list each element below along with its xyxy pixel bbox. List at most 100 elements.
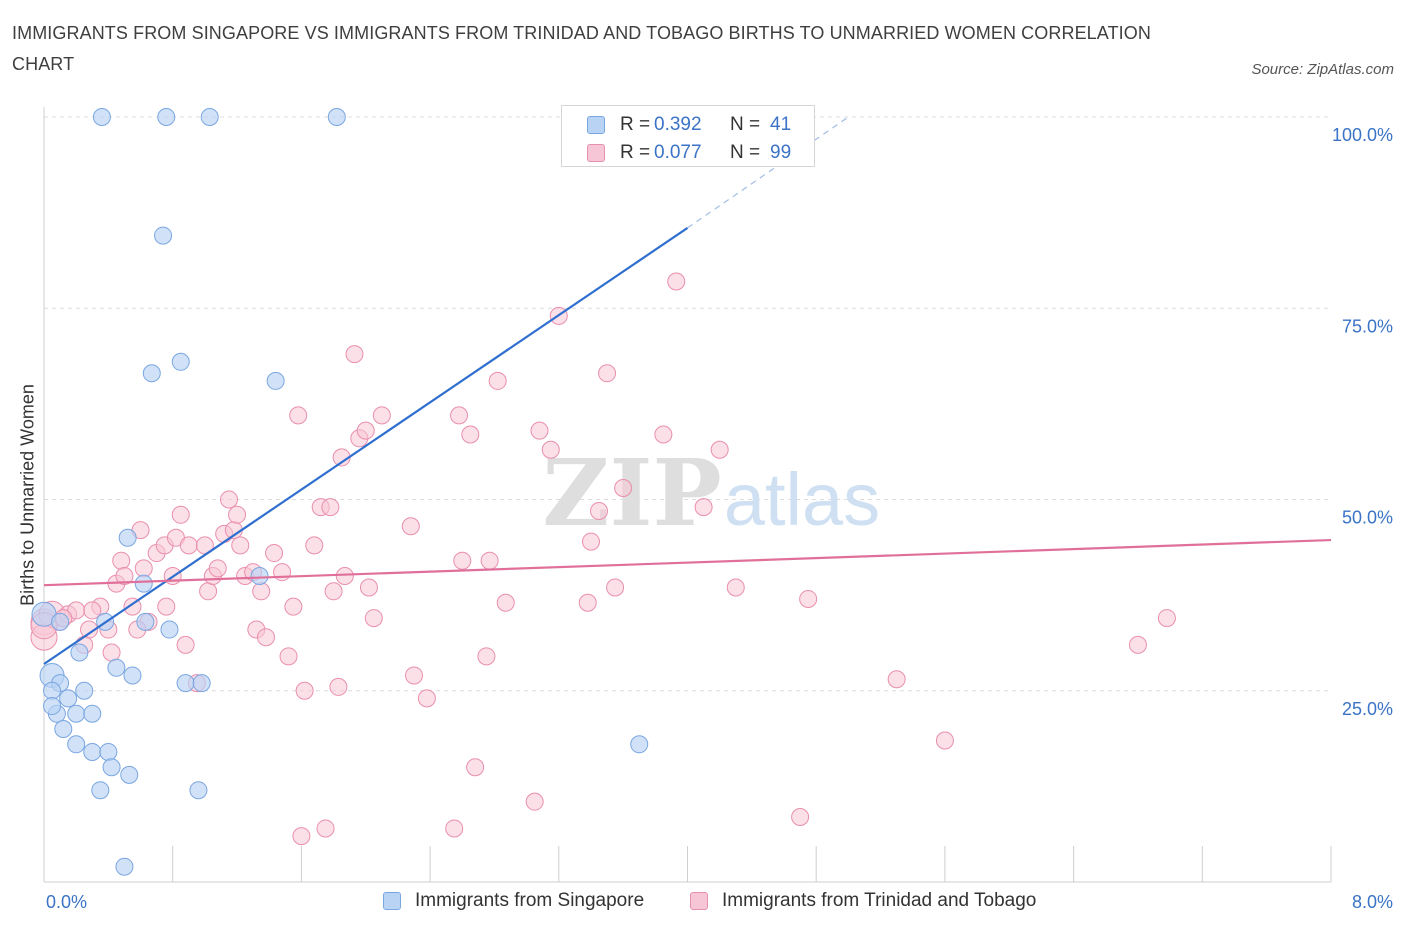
x-tick-label-0: 0.0% [46,892,87,912]
series-legend: Immigrants from Singapore Immigrants fro… [0,889,1406,917]
trinidad-point-78 [578,593,597,612]
trinidad-point-13 [115,567,134,585]
singapore-point-11 [83,742,102,761]
trinidad-point-69 [466,758,485,777]
trinidad-point-85 [667,272,686,291]
singapore-point-21 [160,620,179,639]
singapore-point-5 [59,689,78,708]
watermark-zip: ZIP [542,439,721,547]
trinidad-point-67 [453,551,472,570]
trinidad-point-92 [935,731,954,750]
trinidad-point-75 [530,421,549,440]
trinidad-point-25 [179,536,198,555]
singapore-point-14 [91,781,110,800]
trinidad-point-87 [710,440,729,459]
trinidad-point-79 [581,532,600,551]
trinidad-point-84 [654,425,673,444]
singapore-point-34 [157,108,176,126]
trinidad-point-68 [461,425,480,444]
axes [43,107,1332,883]
r-value: 0.392 [654,114,702,135]
trinidad-point-71 [480,551,499,570]
trinidad-point-58 [356,421,375,440]
trinidad-point-23 [171,505,190,524]
singapore-point-23 [118,528,137,547]
trinidad-point-55 [335,567,354,585]
singapore-point-16 [107,658,126,677]
trinidad-point-74 [525,792,544,811]
singapore-point-20 [136,612,155,631]
y-tick-label-3: 100.0% [1332,125,1393,145]
trinidad-point-51 [321,498,340,517]
trinidad-point-32 [220,490,239,509]
chart-title: IMMIGRANTS FROM SINGAPORE VS IMMIGRANTS … [12,23,1151,74]
trinidad-point-48 [305,536,324,555]
trinidad-point-82 [606,578,625,597]
trinidad-point-35 [231,536,250,555]
y-tick-label-0: 25.0% [1342,699,1393,719]
trinidad-point-81 [598,364,617,383]
watermark: ZIP atlas [542,439,880,547]
trinidad-point-70 [477,647,496,666]
singapore-swatch [587,116,605,134]
legend-row-trinidad: R = 0.077 N = 99 [562,139,814,167]
singapore-point-31 [266,371,285,390]
n-value: 41 [770,114,792,135]
singapore-point-17 [123,666,142,685]
singapore-point-30 [171,352,190,371]
trinidad-point-83 [614,479,633,498]
trinidad-point-94 [1157,609,1176,628]
singapore-point-24 [176,674,195,693]
singapore-point-7 [67,704,86,723]
n-label: N = [730,142,761,163]
legend-label-singapore: Immigrants from Singapore [415,890,645,911]
stats-legend: R = 0.392 N = 41 R = 0.077 N = 99 [561,105,815,167]
trinidad-point-63 [405,666,424,685]
trinidad-point-10 [102,643,121,662]
tick-labels: 25.0% 50.0% 75.0% 100.0% 0.0% 8.0% [46,125,1393,912]
trinidad-point-93 [1128,635,1147,654]
grid-lines [44,116,1331,692]
trinidad-point-45 [289,406,308,425]
singapore-point-28 [115,857,134,876]
series-trinidad [30,272,1176,846]
trinidad-point-56 [345,345,364,364]
trinidad-point-12 [112,551,131,570]
singapore-point-36 [327,108,346,126]
trinidad-point-62 [401,517,420,536]
trinidad-point-46 [292,827,311,846]
singapore-point-32 [154,226,173,245]
trinidad-point-47 [295,681,314,700]
trinidad-point-61 [372,406,391,425]
series-singapore [31,108,649,876]
trinidad-point-72 [488,371,507,390]
singapore-trendline [43,227,689,665]
watermark-atlas: atlas [724,458,880,541]
singapore-point-39 [43,697,62,716]
trinidad-trendline [43,538,1332,587]
trinidad-point-86 [694,498,713,517]
singapore-point-35 [200,108,219,126]
trinidad-point-73 [496,593,515,612]
trinidad-point-52 [324,582,343,601]
singapore-point-22 [134,574,153,593]
x-tick-label-1: 8.0% [1352,892,1393,912]
trinidad-point-41 [265,544,284,563]
trinidad-point-88 [726,578,745,597]
trinidad-point-91 [887,670,906,689]
singapore-point-25 [192,674,211,693]
trinidad-point-20 [157,597,176,616]
singapore-point-38 [630,735,649,754]
trinidad-point-66 [450,406,469,425]
y-tick-label-1: 50.0% [1342,508,1393,528]
trinidad-point-50 [316,819,335,838]
trinidad-swatch [587,144,605,162]
y-tick-label-2: 75.0% [1342,316,1393,336]
singapore-point-40 [51,612,70,631]
singapore-point-18 [70,643,89,662]
trinidad-point-89 [791,807,810,826]
singapore-point-12 [99,742,118,761]
trinidad-point-39 [252,582,271,601]
trinidad-point-40 [257,628,276,647]
singapore-point-3 [43,681,62,700]
